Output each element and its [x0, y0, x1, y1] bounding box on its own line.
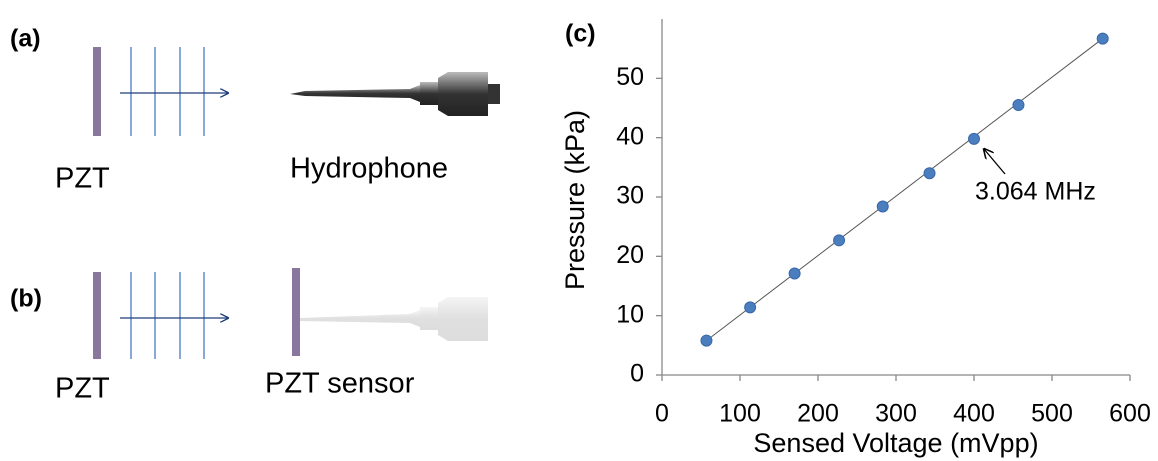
x-tick-label: 400	[953, 400, 995, 428]
pzt-plate	[93, 47, 101, 136]
faded-hydrophone	[300, 297, 488, 341]
wavefronts	[130, 272, 205, 359]
data-point	[1096, 32, 1109, 45]
source-label: PZT	[55, 163, 110, 195]
y-tick-label: 30	[616, 182, 644, 210]
x-tick-label: 500	[1031, 400, 1073, 428]
data-point	[700, 334, 713, 347]
x-tick-label: 0	[655, 400, 669, 428]
pzt-sensor-plate	[292, 268, 300, 356]
y-tick-label: 50	[616, 63, 644, 91]
data-point	[744, 301, 757, 314]
receiver-label: Hydrophone	[290, 153, 448, 185]
panel-label: (b)	[10, 285, 42, 313]
y-axis-label: Pressure (kPa)	[560, 110, 590, 290]
annotation-arrow	[984, 149, 1006, 175]
panel-label: (c)	[565, 20, 596, 48]
wavefronts	[130, 47, 205, 136]
annotation: 3.064 MHz	[975, 178, 1096, 206]
data-point	[833, 234, 846, 247]
data-point	[876, 200, 889, 213]
x-tick-label: 100	[719, 400, 761, 428]
data-point	[923, 167, 936, 180]
receiver-label: PZT sensor	[265, 368, 415, 400]
x-tick-label: 600	[1109, 400, 1151, 428]
data-point	[968, 132, 980, 145]
x-tick-label: 200	[797, 400, 839, 428]
data-point	[1012, 99, 1025, 112]
y-tick-label: 20	[616, 241, 644, 269]
x-tick-label: 300	[875, 400, 917, 428]
y-tick-label: 40	[616, 122, 644, 150]
hydrophone-image	[290, 72, 500, 116]
trendline	[706, 38, 1104, 341]
x-axis-label: Sensed Voltage (mVpp)	[753, 428, 1038, 458]
panel-label: (a)	[10, 25, 41, 53]
pzt-plate	[93, 272, 101, 359]
y-tick-label: 10	[616, 300, 644, 328]
source-label: PZT	[55, 373, 110, 405]
data-point	[788, 267, 801, 280]
y-tick-label: 0	[630, 360, 644, 388]
